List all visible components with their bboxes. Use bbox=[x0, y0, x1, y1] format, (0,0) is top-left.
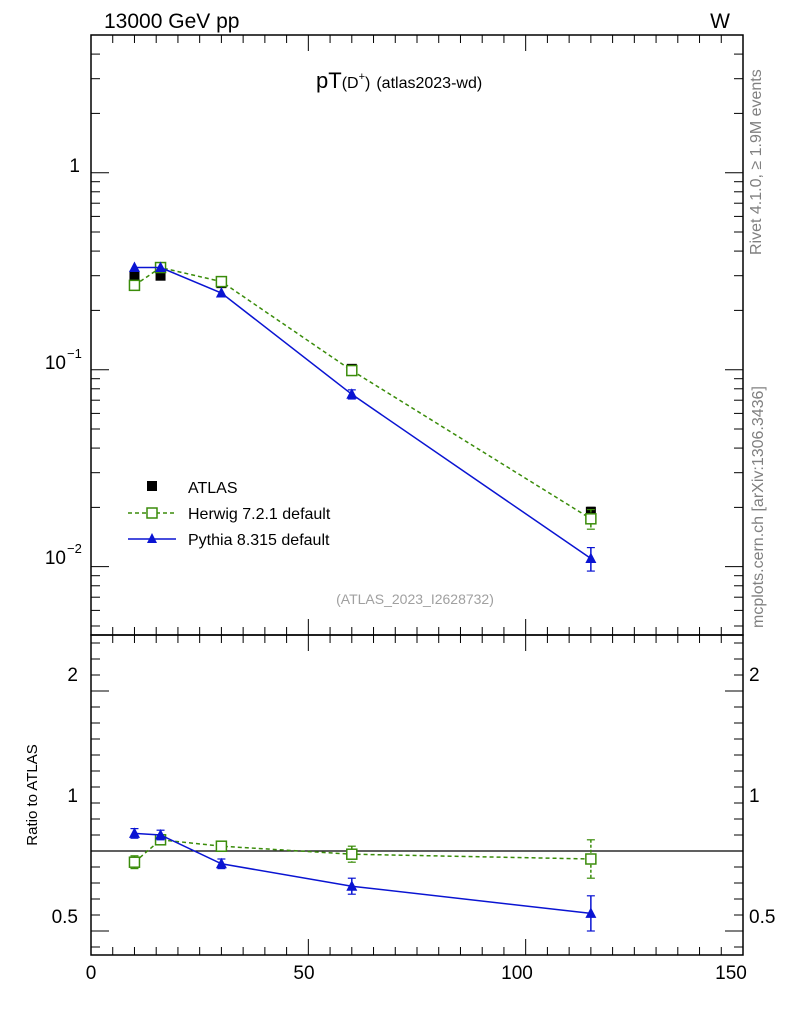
main-axis-ticks bbox=[90, 34, 744, 635]
pythia-point bbox=[128, 827, 140, 838]
main-ytick-label-0.1: 10 bbox=[45, 353, 66, 374]
ratio-ytick-label-1: 1 bbox=[67, 786, 78, 807]
xtick-label-50: 50 bbox=[293, 963, 314, 984]
analysis-watermark: (ATLAS_2023_I2628732) bbox=[336, 591, 494, 607]
xtick-label-0: 0 bbox=[86, 963, 97, 984]
legend-pythia-label: Pythia 8.315 default bbox=[188, 532, 330, 549]
pythia-point bbox=[585, 907, 597, 918]
pythia-point bbox=[346, 388, 358, 399]
plot-title: pT(D+) (atlas2023-wd) bbox=[316, 68, 482, 93]
legend-herwig-label: Herwig 7.2.1 default bbox=[188, 506, 331, 523]
atlas-point bbox=[129, 270, 140, 281]
herwig-point bbox=[215, 275, 228, 288]
herwig-point bbox=[128, 279, 141, 292]
ratio-series-group bbox=[128, 827, 597, 932]
xtick-label-150: 150 bbox=[715, 963, 747, 984]
pythia-point bbox=[155, 261, 167, 273]
herwig-line bbox=[133, 839, 591, 863]
ratio-ytick-label-0.5-right: 0.5 bbox=[749, 907, 775, 928]
pythia-point bbox=[128, 261, 140, 273]
main-ytick-label-0.01: 10 bbox=[45, 548, 66, 569]
pythia-point bbox=[215, 287, 227, 298]
legend-herwig-marker bbox=[146, 507, 158, 519]
ratio-ytick-label-0.5: 0.5 bbox=[52, 907, 78, 928]
main-series-group bbox=[128, 261, 597, 572]
plot-title-particle: (D bbox=[342, 75, 359, 92]
xtick-label-100: 100 bbox=[501, 963, 533, 984]
pythia-point bbox=[585, 552, 597, 564]
main-ytick-exp-0.01: −2 bbox=[67, 541, 82, 556]
main-ytick-exp-0.1: −1 bbox=[67, 346, 82, 361]
ratio-ytick-label-1-right: 1 bbox=[749, 786, 760, 807]
ratio-ytick-label-2-right: 2 bbox=[749, 665, 760, 686]
ratio-axis-ticks bbox=[90, 635, 744, 955]
ratio-ylabel: Ratio to ATLAS bbox=[24, 744, 41, 845]
pythia-point bbox=[215, 857, 227, 869]
legend-atlas-marker bbox=[147, 481, 157, 491]
ratio-panel-frame bbox=[90, 634, 744, 956]
plot-title-analysis: (atlas2023-wd) bbox=[376, 75, 482, 92]
plot-title-charge: + bbox=[359, 71, 365, 83]
plot-title-main: pT bbox=[316, 68, 342, 93]
herwig-point bbox=[215, 840, 228, 852]
pythia-point bbox=[346, 880, 358, 891]
herwig-point bbox=[346, 364, 358, 377]
boson-label: W bbox=[710, 10, 730, 33]
legend: ATLAS Herwig 7.2.1 default Pythia 8.315 … bbox=[128, 480, 331, 549]
legend-atlas-label: ATLAS bbox=[188, 480, 238, 497]
pythia-point bbox=[155, 829, 167, 840]
atlas-point bbox=[155, 270, 166, 281]
main-ytick-label-1: 1 bbox=[69, 156, 80, 177]
herwig-point bbox=[585, 853, 597, 865]
plot-title-close: ) bbox=[365, 75, 370, 92]
herwig-point bbox=[346, 848, 358, 860]
mcplots-label: mcplots.cern.ch [arXiv:1306.3436] bbox=[750, 386, 767, 628]
rivet-label: Rivet 4.1.0, ≥ 1.9M events bbox=[748, 69, 765, 255]
ratio-ytick-label-2: 2 bbox=[67, 665, 78, 686]
energy-label: 13000 GeV pp bbox=[104, 10, 239, 33]
herwig-point bbox=[128, 856, 141, 868]
legend-pythia-marker bbox=[147, 533, 157, 543]
herwig-point bbox=[585, 513, 597, 525]
pythia-line bbox=[134, 832, 591, 915]
